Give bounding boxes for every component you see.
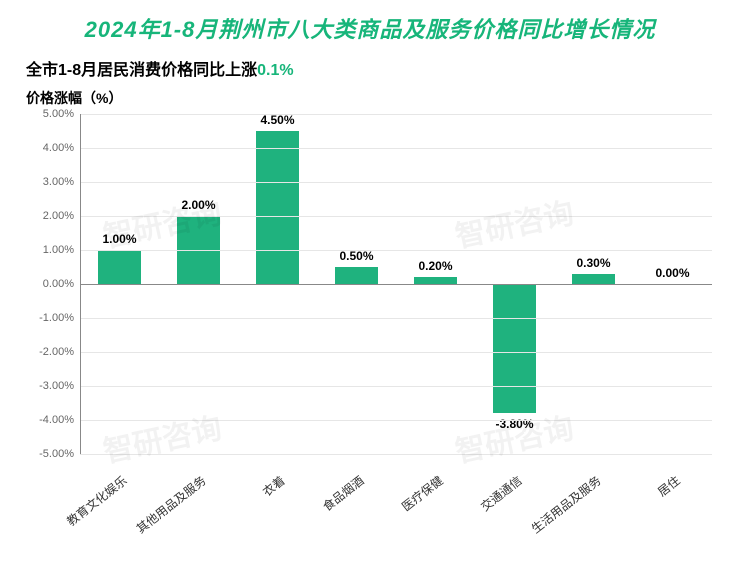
y-tick-label: -4.00% — [39, 414, 74, 426]
bar-value-label: 0.20% — [418, 259, 452, 273]
x-tick-label: 生活用品及服务 — [528, 472, 605, 537]
bar — [256, 131, 299, 284]
subtitle-prefix: 全市1-8月居民消费价格同比上涨 — [26, 62, 257, 79]
x-tick-label: 衣着 — [259, 472, 288, 500]
chart-area: 5.00%4.00%3.00%2.00%1.00%0.00%-1.00%-2.0… — [18, 114, 722, 544]
bar — [493, 284, 536, 413]
plot-area: 1.00%2.00%4.50%0.50%0.20%-3.80%0.30%0.00… — [80, 114, 712, 454]
x-axis-line — [80, 284, 712, 285]
gridline — [80, 216, 712, 217]
gridline — [80, 352, 712, 353]
bar-value-label: 0.50% — [339, 249, 373, 263]
y-tick-label: -1.00% — [39, 312, 74, 324]
y-tick-label: 0.00% — [43, 278, 74, 290]
bar-value-label: 0.00% — [655, 266, 689, 280]
y-tick-label: 4.00% — [43, 142, 74, 154]
x-tick-label: 医疗保健 — [398, 472, 446, 515]
bar-value-label: 0.30% — [576, 256, 610, 270]
bar-value-label: 2.00% — [181, 198, 215, 212]
y-tick-label: 2.00% — [43, 210, 74, 222]
gridline — [80, 420, 712, 421]
x-tick-label: 教育文化娱乐 — [64, 472, 131, 530]
y-tick-label: -5.00% — [39, 448, 74, 460]
gridline — [80, 454, 712, 455]
x-tick-label: 食品烟酒 — [319, 472, 367, 515]
y-axis: 5.00%4.00%3.00%2.00%1.00%0.00%-1.00%-2.0… — [18, 114, 80, 454]
x-tick-label: 居住 — [654, 472, 683, 500]
bar — [98, 250, 141, 284]
bar-value-label: 4.50% — [260, 113, 294, 127]
x-axis-labels: 教育文化娱乐其他用品及服务衣着食品烟酒医疗保健交通通信生活用品及服务居住 — [80, 462, 712, 542]
y-tick-label: -2.00% — [39, 346, 74, 358]
gridline — [80, 250, 712, 251]
y-tick-label: 5.00% — [43, 108, 74, 120]
gridline — [80, 318, 712, 319]
y-axis-title: 价格涨幅（%） — [26, 88, 722, 108]
x-tick-label: 其他用品及服务 — [133, 472, 210, 537]
chart-subtitle: 全市1-8月居民消费价格同比上涨0.1% — [26, 56, 722, 80]
y-tick-label: -3.00% — [39, 380, 74, 392]
bar-value-label: 1.00% — [102, 232, 136, 246]
x-tick-label: 交通通信 — [477, 472, 525, 515]
bar — [335, 267, 378, 284]
gridline — [80, 386, 712, 387]
chart-title: 2024年1-8月荆州市八大类商品及服务价格同比增长情况 — [18, 12, 722, 44]
bar — [572, 274, 615, 284]
gridline — [80, 148, 712, 149]
gridline — [80, 114, 712, 115]
y-tick-label: 1.00% — [43, 244, 74, 256]
subtitle-value: 0.1% — [257, 62, 293, 79]
gridline — [80, 182, 712, 183]
bar — [414, 277, 457, 284]
y-tick-label: 3.00% — [43, 176, 74, 188]
